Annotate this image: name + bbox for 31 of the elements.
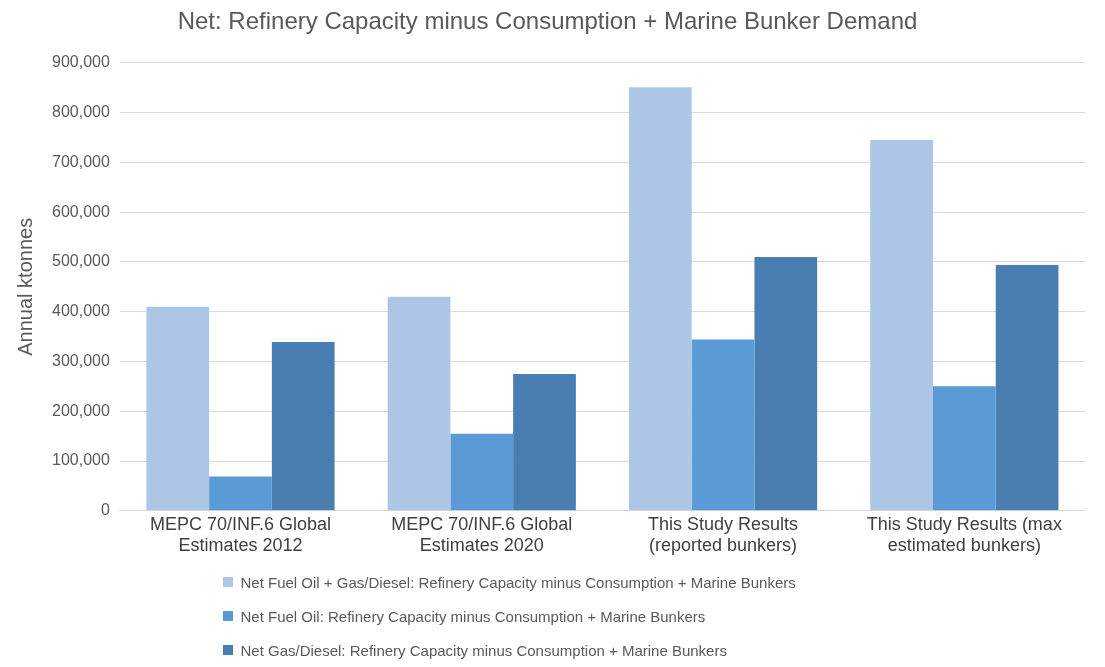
legend-label: Net Fuel Oil + Gas/Diesel: Refinery Capacity minus Consumption + Marine Bunkers [240,573,796,591]
y-tick-label: 900,000 [51,53,110,71]
x-tick-label: MEPC 70/INF.6 Global Estimates 2012 [149,513,332,556]
y-tick-label: 600,000 [51,202,110,220]
bar [271,342,335,511]
y-tick-label: 300,000 [51,351,110,369]
y-tick-label: 800,000 [51,102,110,120]
bar [450,433,514,511]
bar [513,373,576,511]
y-axis-title: Annual ktonnes [13,217,36,356]
bar [209,476,272,511]
bar [932,386,996,511]
y-tick-label: 400,000 [51,302,110,320]
x-tick-label: This Study Results (max estimated bunkers) [866,513,1062,556]
y-tick-label: 100,000 [51,451,110,469]
chart-title: Net: Refinery Capacity minus Consumption + Marine Bunker Demand [177,7,918,35]
bar [146,306,210,511]
legend-label: Net Fuel Oil: Refinery Capacity minus Consumption + Marine Bunkers [240,607,706,625]
bar [754,256,818,511]
legend-label: Net Gas/Diesel: Refinery Capacity minus Consumption + Marine Bunkers [240,641,727,659]
bar [995,264,1059,511]
bar [628,87,692,511]
bar [870,139,933,511]
y-tick-label: 700,000 [51,152,110,170]
y-tick-label: 500,000 [51,252,110,270]
bar [387,296,451,511]
y-tick-label: 0 [100,501,110,519]
x-tick-label: MEPC 70/INF.6 Global Estimates 2020 [391,513,573,556]
y-tick-label: 200,000 [51,401,110,419]
x-tick-label: This Study Results (reported bunkers) [648,513,799,556]
bar [691,339,755,511]
